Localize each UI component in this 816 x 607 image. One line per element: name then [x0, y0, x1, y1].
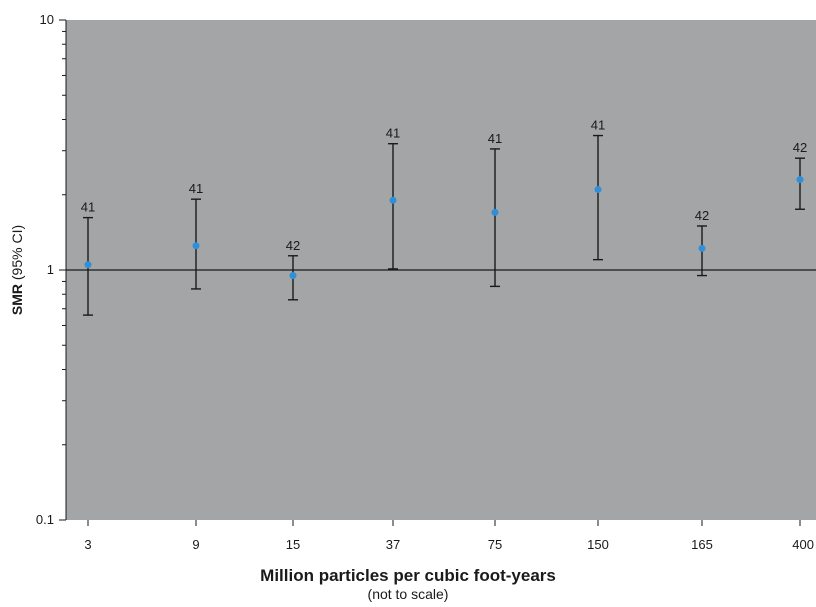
y-tick-label: 0.1 [36, 512, 54, 527]
n-label: 41 [591, 118, 605, 133]
data-point [289, 272, 297, 280]
data-point [796, 176, 804, 184]
x-axis-label: Million particles per cubic foot-years [260, 566, 556, 585]
y-axis-label-main: SMR [9, 280, 25, 315]
n-label: 42 [793, 140, 807, 155]
n-label: 41 [189, 181, 203, 196]
x-tick-label: 165 [691, 537, 713, 552]
n-label: 41 [386, 126, 400, 141]
data-point [491, 208, 499, 216]
x-axis-note: (not to scale) [367, 586, 449, 602]
n-label: 41 [488, 131, 502, 146]
y-tick-label: 10 [40, 12, 54, 27]
n-label: 41 [81, 200, 95, 215]
x-tick-label: 37 [386, 537, 400, 552]
y-axis-label-ci: (95% CI) [9, 225, 25, 280]
data-point [698, 244, 706, 252]
data-point [594, 185, 602, 193]
y-axis-label: SMR (95% CI) [9, 225, 25, 315]
x-tick-label: 400 [792, 537, 814, 552]
x-tick-label: 9 [192, 537, 199, 552]
x-tick-label: 75 [488, 537, 502, 552]
x-tick-label: 3 [84, 537, 91, 552]
data-point [192, 242, 200, 250]
data-point [389, 196, 397, 204]
x-tick-label: 15 [286, 537, 300, 552]
data-point [84, 261, 92, 269]
n-label: 42 [286, 238, 300, 253]
n-label: 42 [695, 208, 709, 223]
y-tick-label: 1 [47, 262, 54, 277]
x-tick-label: 150 [587, 537, 609, 552]
